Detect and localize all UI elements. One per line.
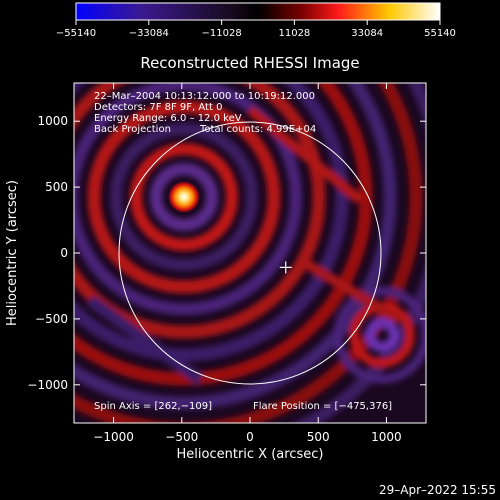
info-time-range: 22–Mar–2004 10:13:12.000 to 10:19:12.000 — [94, 91, 315, 102]
info-total-counts: Total counts: 4.99E+04 — [199, 124, 316, 135]
x-tick-label: 500 — [307, 430, 330, 444]
observation-info: 22–Mar–2004 10:13:12.000 to 10:19:12.000… — [94, 91, 392, 412]
info-detectors: Detectors: 7F 8F 9F, Att 0 — [94, 102, 222, 113]
y-axis-title: Heliocentric Y (arcsec) — [5, 180, 20, 326]
x-tick-label: 0 — [246, 430, 254, 444]
colorbar-tick-label: −33084 — [129, 28, 169, 39]
x-axis-title: Heliocentric X (arcsec) — [177, 447, 324, 462]
colorbar-tick-label: −55140 — [56, 28, 96, 39]
colorbar — [75, 2, 441, 21]
render-timestamp: 29–Apr–2022 15:55 — [379, 483, 496, 497]
x-tick-label: −500 — [165, 430, 198, 444]
colorbar-tick-label: 11028 — [278, 28, 310, 39]
plot-title: Reconstructed RHESSI Image — [140, 54, 359, 72]
y-tick-label: −500 — [35, 312, 68, 326]
solar-disk-outline — [118, 121, 382, 385]
colorbar-tick-label: 33084 — [351, 28, 383, 39]
flare-source — [168, 181, 200, 213]
info-spin-axis: Spin Axis = [262,−109] — [94, 401, 212, 412]
colorbar-tick-label: −11028 — [201, 28, 241, 39]
colorbar-ticks — [75, 20, 441, 25]
x-tick-label: −1000 — [93, 430, 134, 444]
y-tick-label: 1000 — [37, 114, 68, 128]
x-tick-label: 1000 — [371, 430, 402, 444]
y-tick-label: 500 — [45, 180, 68, 194]
x-axis: −1000 −500 0 500 1000 — [93, 83, 402, 444]
info-energy-range: Energy Range: 6.0 – 12.0 keV — [94, 113, 242, 124]
colorbar-labels: −55140 −33084 −11028 11028 33084 55140 — [56, 28, 456, 39]
colorbar-tick-label: 55140 — [424, 28, 456, 39]
y-axis: 1000 500 0 −500 −1000 — [27, 114, 426, 392]
info-method: Back Projection — [94, 124, 171, 135]
rhessi-image — [74, 83, 426, 423]
info-flare-position: Flare Position = [−475,376] — [253, 401, 392, 412]
spin-axis-marker — [279, 261, 292, 274]
y-tick-label: −1000 — [27, 378, 68, 392]
y-tick-label: 0 — [60, 246, 68, 260]
